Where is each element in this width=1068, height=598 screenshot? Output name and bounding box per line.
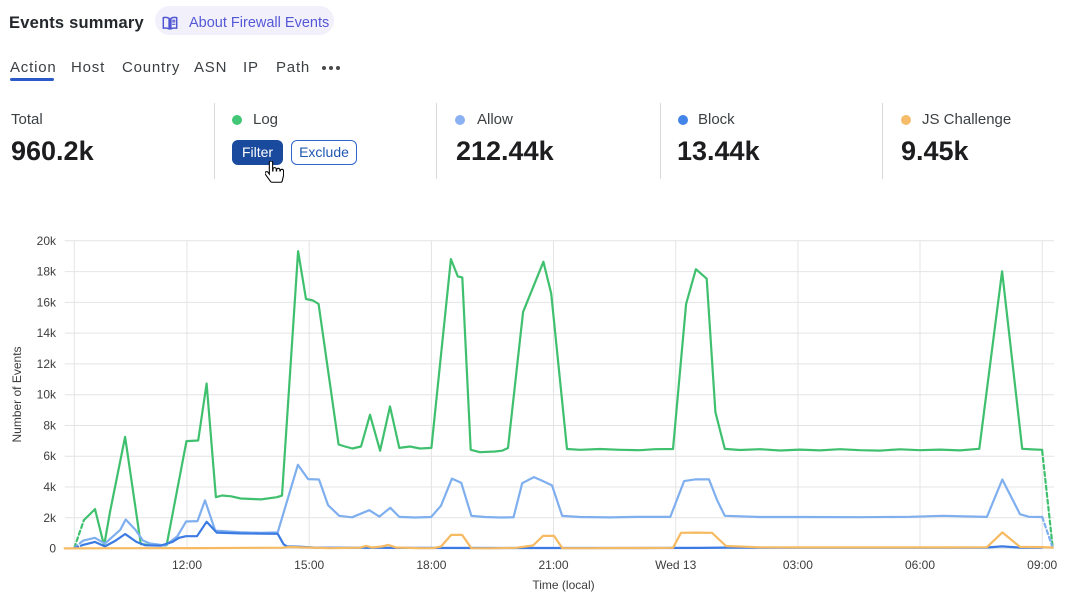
svg-text:18k: 18k	[37, 265, 57, 279]
svg-text:Time (local): Time (local)	[532, 578, 594, 592]
svg-text:Number of Events: Number of Events	[10, 346, 24, 442]
svg-text:4k: 4k	[43, 480, 57, 494]
svg-text:0: 0	[49, 542, 56, 556]
svg-text:6k: 6k	[43, 449, 57, 463]
svg-text:2k: 2k	[43, 511, 57, 525]
svg-text:21:00: 21:00	[538, 558, 568, 572]
svg-text:15:00: 15:00	[294, 558, 324, 572]
svg-text:8k: 8k	[43, 419, 57, 433]
svg-text:Wed 13: Wed 13	[655, 558, 696, 572]
svg-text:12k: 12k	[37, 357, 57, 371]
svg-text:10k: 10k	[37, 388, 57, 402]
svg-text:03:00: 03:00	[783, 558, 813, 572]
svg-text:06:00: 06:00	[905, 558, 935, 572]
svg-text:16k: 16k	[37, 295, 57, 309]
svg-text:14k: 14k	[37, 326, 57, 340]
svg-text:18:00: 18:00	[416, 558, 446, 572]
svg-text:09:00: 09:00	[1027, 558, 1057, 572]
svg-text:12:00: 12:00	[172, 558, 202, 572]
svg-text:20k: 20k	[37, 234, 57, 248]
